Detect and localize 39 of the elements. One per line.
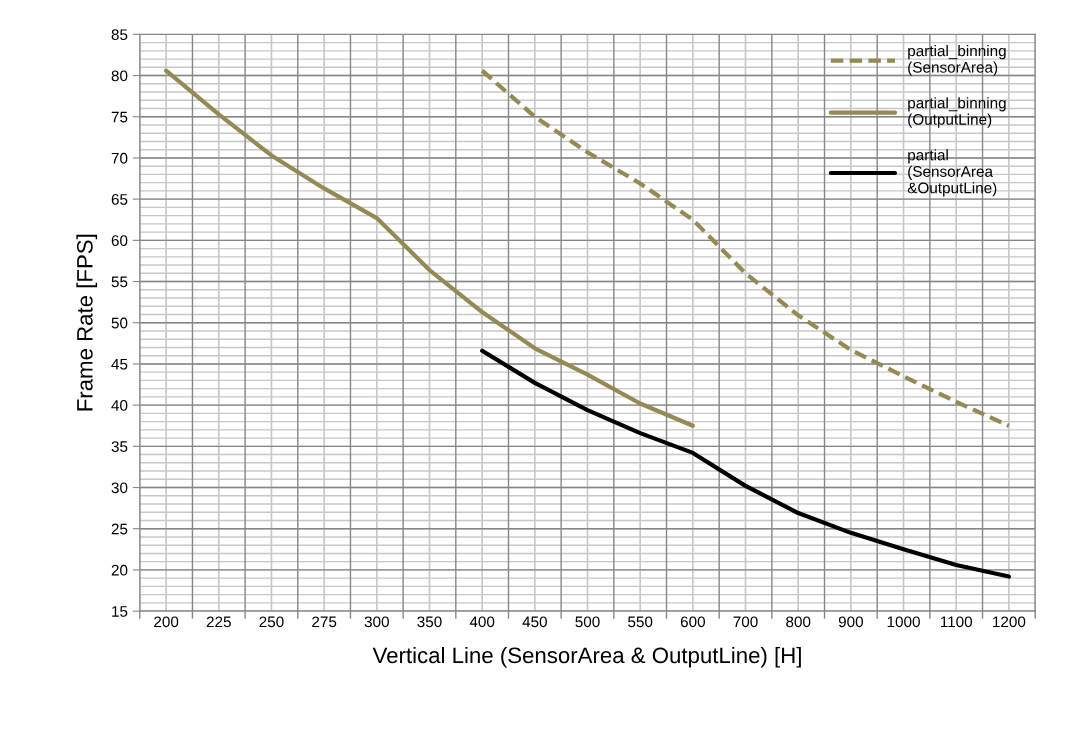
- x-tick-label: 350: [417, 616, 442, 628]
- y-tick-label: 60: [111, 235, 128, 247]
- x-tick-label: 250: [259, 616, 284, 628]
- x-tick-label: 400: [469, 616, 495, 628]
- x-tick-label: 1000: [887, 616, 920, 628]
- y-tick-label: 55: [111, 276, 128, 288]
- y-tick-label: 80: [111, 70, 128, 82]
- x-axis-title: Vertical Line (SensorArea & OutputLine) [H]: [372, 646, 801, 668]
- x-tick-label: 275: [312, 616, 337, 628]
- line-series: [164, 68, 695, 428]
- y-tick-label: 35: [111, 441, 128, 453]
- legend-label: partial (SensorArea &OutputLine): [907, 149, 997, 197]
- y-tick-label: 40: [111, 400, 128, 411]
- x-tick-label: 1200: [993, 616, 1026, 628]
- y-tick-label: 75: [111, 111, 128, 123]
- x-tick-label: 700: [733, 616, 758, 628]
- y-tick-label: 15: [112, 606, 128, 617]
- y-tick-label: 20: [111, 564, 128, 576]
- y-tick-label: 50: [111, 317, 128, 329]
- y-tick-label: 45: [111, 358, 128, 370]
- x-tick-label: 800: [786, 616, 811, 628]
- x-tick-label: 300: [364, 616, 389, 628]
- y-axis-title: Frame Rate [FPS]: [76, 234, 98, 411]
- x-tick-label: 1100: [940, 616, 973, 628]
- y-tick-label: 25: [111, 523, 128, 535]
- x-tick-label: 225: [206, 616, 231, 628]
- y-tick-label: 65: [111, 194, 128, 205]
- legend-label: partial_binning (SensorArea): [908, 45, 1006, 76]
- x-tick-label: 200: [154, 616, 179, 628]
- legend-label: partial_binning (OutputLine): [908, 97, 1006, 128]
- x-tick-label: 450: [522, 616, 547, 628]
- x-tick-label: 900: [838, 616, 864, 628]
- y-tick-label: 30: [111, 482, 128, 494]
- y-tick-label: 70: [111, 152, 128, 164]
- x-tick-label: 600: [680, 616, 705, 628]
- x-tick-label: 500: [575, 616, 600, 628]
- y-tick-label: 85: [111, 29, 128, 41]
- line-series: [480, 348, 1011, 579]
- x-tick-label: 550: [628, 616, 653, 628]
